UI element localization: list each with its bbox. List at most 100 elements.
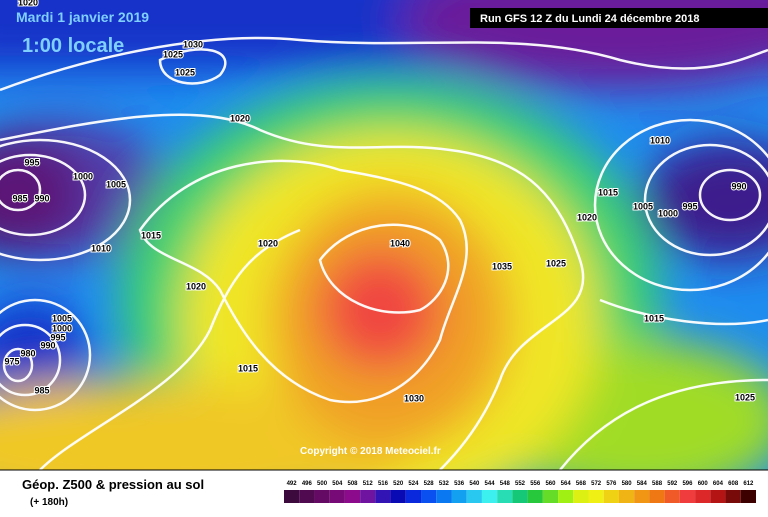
isobar-label: 1020 xyxy=(230,113,250,123)
isobar-label: 985 xyxy=(34,385,49,395)
color-swatch xyxy=(284,490,300,503)
color-swatch xyxy=(451,490,467,503)
color-swatch xyxy=(481,490,498,503)
scale-label: 596 xyxy=(682,481,693,487)
scale-label: 540 xyxy=(469,481,480,487)
map-title: Mardi 1 janvier 2019 xyxy=(16,9,149,25)
color-swatch xyxy=(421,490,437,503)
scale-label: 588 xyxy=(652,481,663,487)
isobar-label: 1005 xyxy=(52,313,72,323)
scale-label: 532 xyxy=(439,481,450,487)
isobar-label: 990 xyxy=(40,340,55,350)
isobar-label: 980 xyxy=(20,348,35,358)
isobar-label: 1020 xyxy=(186,281,206,291)
isobar-label: 1005 xyxy=(106,179,126,189)
color-swatch xyxy=(649,490,665,503)
color-swatch xyxy=(436,490,452,503)
scale-label: 576 xyxy=(606,481,617,487)
isobar-label: 1030 xyxy=(404,393,424,403)
scale-label: 500 xyxy=(317,481,328,487)
isobar-label: 1015 xyxy=(238,363,258,373)
color-swatch xyxy=(344,490,361,503)
isobar-label: 1025 xyxy=(546,258,566,268)
legend-title: Géop. Z500 & pression au sol xyxy=(22,477,204,492)
isobar-label: 1005 xyxy=(633,201,653,211)
color-swatch xyxy=(573,490,589,503)
scale-label: 492 xyxy=(287,481,298,487)
scale-label: 524 xyxy=(408,481,419,487)
color-swatch xyxy=(664,490,680,503)
color-swatch xyxy=(542,490,559,503)
scale-label: 604 xyxy=(713,481,724,487)
scale-label: 508 xyxy=(348,481,359,487)
isobar-label: 1035 xyxy=(492,261,512,271)
scale-label: 520 xyxy=(393,481,404,487)
map-time: 1:00 locale xyxy=(22,35,124,57)
color-swatch xyxy=(695,490,711,503)
scale-label: 504 xyxy=(332,481,343,487)
isobar-label: 1015 xyxy=(644,313,664,323)
scale-label: 580 xyxy=(622,481,633,487)
color-swatch xyxy=(299,490,315,503)
color-swatch xyxy=(634,490,650,503)
legend-lead: (+ 180h) xyxy=(30,497,68,508)
scale-label: 544 xyxy=(485,481,496,487)
isobar-label: 990 xyxy=(34,193,49,203)
copyright: Copyright © 2018 Meteociel.fr xyxy=(300,446,441,457)
isobar-label: 990 xyxy=(731,181,746,191)
color-swatch xyxy=(588,490,604,503)
scale-label: 560 xyxy=(545,481,556,487)
color-swatch xyxy=(314,490,330,503)
color-swatch xyxy=(618,490,635,503)
isobar-label: 1020 xyxy=(18,0,38,7)
color-swatch xyxy=(558,490,574,503)
isobar-label: 995 xyxy=(682,201,697,211)
isobar-label: 1025 xyxy=(163,49,183,59)
color-swatch xyxy=(497,490,513,503)
color-swatch xyxy=(679,490,696,503)
scale-label: 528 xyxy=(424,481,435,487)
scale-label: 512 xyxy=(363,481,374,487)
scale-label: 584 xyxy=(637,481,648,487)
color-swatch xyxy=(405,490,422,503)
color-swatch xyxy=(725,490,741,503)
isobar-label: 1010 xyxy=(650,135,670,145)
color-swatch xyxy=(603,490,619,503)
scale-label: 592 xyxy=(667,481,678,487)
color-swatch xyxy=(512,490,528,503)
isobar-label: 995 xyxy=(24,157,39,167)
scale-label: 600 xyxy=(698,481,709,487)
isobar-label: 1020 xyxy=(258,238,278,248)
isobar-label: 1000 xyxy=(73,171,93,181)
scale-label: 608 xyxy=(728,481,739,487)
isobar-label: 985 xyxy=(12,193,27,203)
isobar-label: 975 xyxy=(4,356,19,366)
isobar-label: 1030 xyxy=(183,39,203,49)
scale-label: 612 xyxy=(743,481,754,487)
color-swatch xyxy=(360,490,376,503)
isobar-label: 1010 xyxy=(91,243,111,253)
color-swatch xyxy=(527,490,543,503)
color-swatch xyxy=(466,490,482,503)
scale-label: 572 xyxy=(591,481,602,487)
color-swatch xyxy=(390,490,406,503)
scale-label: 568 xyxy=(576,481,587,487)
scale-label: 516 xyxy=(378,481,389,487)
isobar-label: 1020 xyxy=(577,212,597,222)
scale-label: 564 xyxy=(561,481,572,487)
color-swatch xyxy=(329,490,345,503)
isobar-label: 1015 xyxy=(141,230,161,240)
scale-label: 556 xyxy=(530,481,541,487)
scale-label: 496 xyxy=(302,481,313,487)
isobar-label: 1040 xyxy=(390,238,410,248)
scale-label: 548 xyxy=(500,481,511,487)
isobar-label: 1000 xyxy=(52,323,72,333)
scale-label: 552 xyxy=(515,481,526,487)
isobar-label: 1000 xyxy=(658,208,678,218)
color-swatch xyxy=(710,490,726,503)
isobar-label: 995 xyxy=(50,332,65,342)
isobar-label: 1025 xyxy=(735,392,755,402)
